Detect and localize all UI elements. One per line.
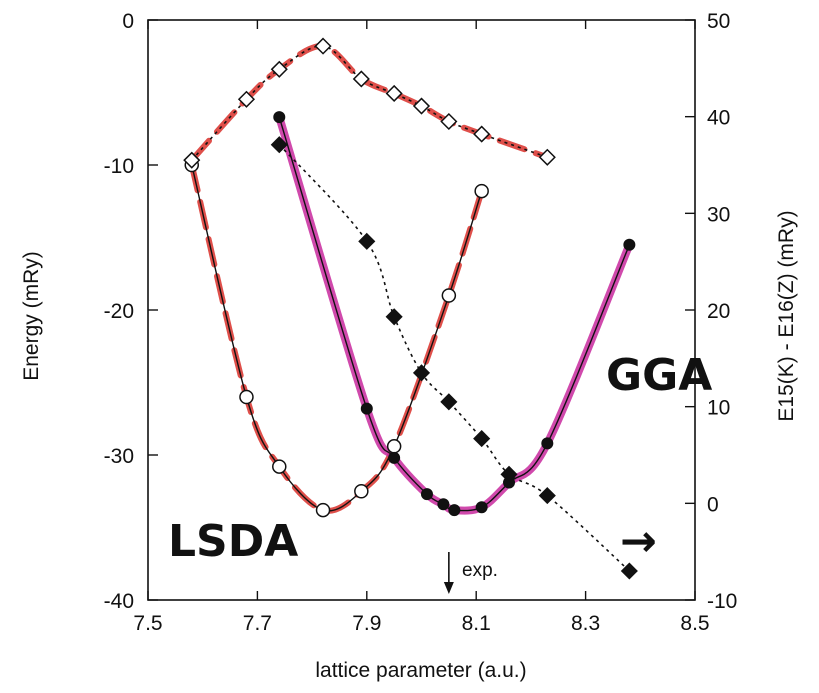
gga_energy-point: [360, 402, 373, 415]
lsda_e15_e16-point: [270, 60, 288, 78]
lsda-annotation: LSDA: [168, 516, 298, 567]
lsda_energy-point: [474, 183, 489, 199]
gga_e15_e16-point: [358, 232, 376, 250]
right-y-tick-label: 50: [707, 10, 730, 33]
gga_energy-line: [278, 116, 631, 512]
lsda_energy-point: [354, 484, 369, 499]
gga_energy-point: [623, 238, 636, 251]
x-tick-label: 7.7: [243, 612, 272, 635]
gga-annotation: GGA: [606, 350, 712, 401]
gga_energy-point: [273, 111, 286, 124]
gga_energy-point: [475, 501, 488, 514]
lsda_energy-point: [386, 439, 402, 454]
right-y-tick-label: -10: [707, 590, 737, 613]
right-y-tick-label: 20: [707, 300, 730, 323]
right-y-tick-label: 30: [707, 203, 730, 226]
axis-ticks: 7.5 7.7 7.9 8.1 8.3 8.5 0 -10 -20 -30 -40 50 40 30 20 1…: [104, 10, 738, 635]
left-y-axis-title: Energy (mRy): [20, 251, 43, 381]
lsda_e15_e16-point: [473, 125, 491, 143]
gga_energy-point: [437, 498, 450, 511]
lsda_e15_e16-line: [191, 45, 548, 161]
gga_e15_e16-point: [538, 487, 556, 505]
right-y-tick-label: 40: [707, 107, 730, 130]
gga_e15_e16-point: [500, 465, 518, 483]
gga_e15_e16-point: [620, 562, 638, 580]
right-y-axis-title: E15(K) - E16(Z) (mRy): [775, 210, 798, 421]
gga_energy-point: [541, 437, 554, 450]
lsda_energy-point: [272, 459, 287, 474]
gga_e15_e16-point: [270, 136, 288, 154]
lsda_energy-red-overlay: [188, 162, 485, 514]
gga_e15_e16-point: [385, 308, 403, 326]
gga_energy-point: [420, 488, 433, 501]
exp-annotation: exp.: [462, 560, 498, 581]
x-tick-label: 8.5: [680, 612, 709, 635]
lsda_e15_e16-point: [412, 97, 431, 115]
lsda_e15_e16-point: [440, 112, 458, 131]
series-markers: [183, 37, 638, 580]
gga_energy-point: [388, 451, 401, 464]
lsda_e15_e16-point: [352, 70, 370, 88]
x-axis-title: lattice parameter (a.u.): [315, 659, 526, 682]
lsda_energy-point: [239, 389, 254, 405]
gga_e15_e16-point: [412, 364, 431, 382]
lsda_e15_e16-point: [183, 151, 201, 169]
right-y-tick-label: 10: [707, 397, 730, 420]
gga_e15_e16-point: [440, 393, 458, 411]
series-lines: [191, 45, 631, 572]
lsda_e15_e16-point: [538, 148, 556, 166]
exp-arrow-head: [443, 582, 454, 594]
lsda_energy-line: [191, 164, 483, 512]
left-y-tick-label: -40: [104, 590, 134, 613]
x-tick-label: 8.3: [571, 612, 600, 635]
exp-marker-arrow: [443, 552, 454, 594]
lsda_energy-point: [441, 288, 457, 303]
left-y-tick-label: -30: [104, 445, 134, 468]
lsda_energy-point: [315, 502, 331, 518]
lsda_e15_e16-point: [314, 37, 332, 55]
x-tick-label: 7.5: [133, 612, 162, 635]
gga_energy-point: [448, 504, 461, 517]
right-y-tick-label: 0: [707, 493, 719, 516]
gga_e15_e16-point: [473, 430, 491, 448]
x-tick-label: 8.1: [462, 612, 491, 635]
left-y-tick-label: -20: [104, 300, 134, 323]
lsda_e15_e16-point: [237, 90, 256, 108]
left-y-tick-label: 0: [122, 10, 134, 33]
gga-energy-magenta-overlay: [275, 113, 634, 515]
lsda_e15_e16-point: [385, 84, 403, 103]
color-overlays: [188, 43, 634, 515]
arrow-annotation: →: [620, 516, 657, 567]
left-y-tick-label: -10: [104, 155, 134, 178]
x-tick-label: 7.9: [352, 612, 381, 635]
